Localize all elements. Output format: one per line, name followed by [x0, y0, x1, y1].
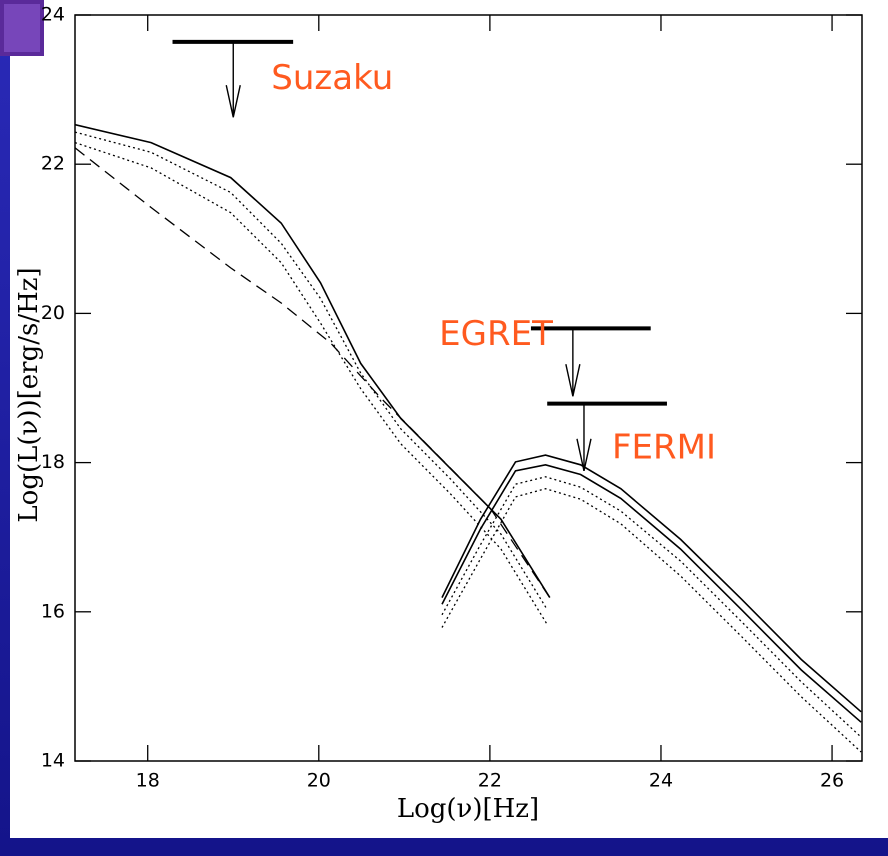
arrow-head [565, 364, 581, 397]
x-axis-label: Log(ν)[Hz] [397, 794, 539, 824]
x-tick-label: 22 [478, 770, 502, 792]
instrument-label: FERMI [612, 428, 716, 468]
figure-background [10, 0, 888, 838]
y-tick-label: 18 [41, 451, 65, 473]
curve [75, 123, 551, 599]
x-tick-label: 18 [136, 770, 160, 792]
y-tick-label: 22 [41, 153, 65, 175]
curve [441, 463, 862, 723]
curves [75, 123, 862, 753]
x-tick-label: 24 [649, 770, 673, 792]
y-tick-label: 14 [41, 750, 65, 772]
plot-frame [74, 14, 863, 762]
instrument-label: EGRET [439, 314, 553, 354]
plot: 18 20 22 24 26 14 16 18 20 22 24 Suzaku EGRET FERMI [41, 4, 863, 792]
logo-texture [4, 4, 40, 52]
curve [441, 476, 862, 738]
curve [75, 147, 551, 598]
curve [441, 488, 862, 753]
curve [441, 454, 862, 713]
x-tick-label: 26 [820, 770, 844, 792]
arrow-head [576, 438, 592, 471]
curve [75, 141, 548, 625]
instrument-label: Suzaku [271, 58, 393, 98]
x-tick-label: 20 [307, 770, 331, 792]
y-tick-label: 20 [41, 302, 65, 324]
arrow-head [225, 85, 241, 118]
y-tick-label: 16 [41, 600, 65, 622]
y-tick-label: 24 [41, 4, 65, 26]
y-axis-label: Log(L(ν))[erg/s/Hz] [14, 267, 44, 522]
